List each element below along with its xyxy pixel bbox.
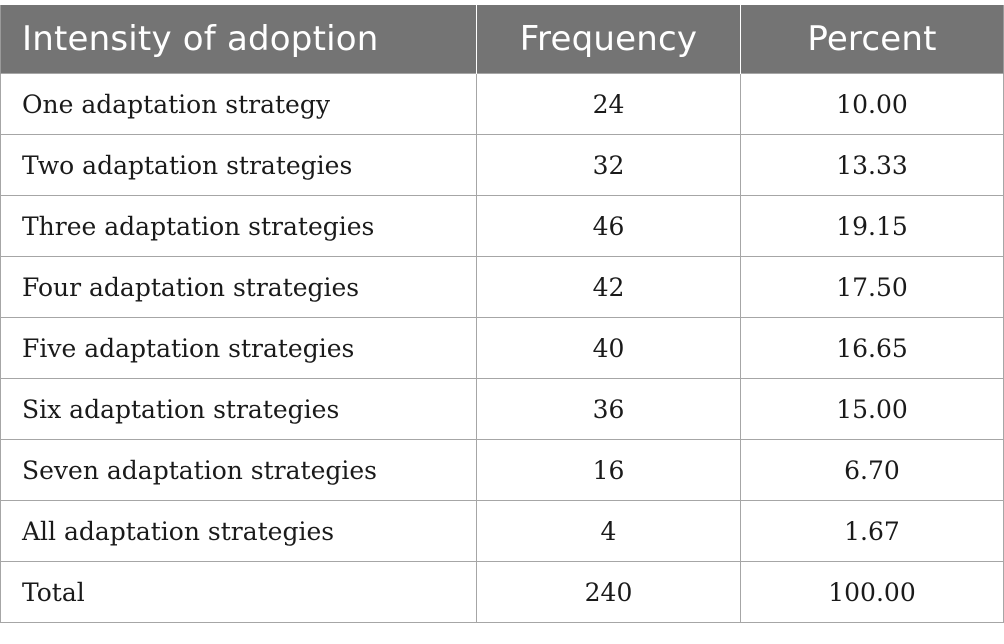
header-row: Intensity of adoption Frequency Percent xyxy=(0,5,1004,74)
table-row-total: Total 240 100.00 xyxy=(0,561,1004,623)
row-label: Four adaptation strategies xyxy=(0,256,477,318)
table-body: One adaptation strategy 24 10.00 Two ada… xyxy=(0,73,1004,623)
table-row: Two adaptation strategies 32 13.33 xyxy=(0,134,1004,196)
row-label: Three adaptation strategies xyxy=(0,195,477,257)
total-frequency: 240 xyxy=(476,561,741,623)
row-label: Seven adaptation strategies xyxy=(0,439,477,501)
row-percent: 17.50 xyxy=(740,256,1004,318)
total-percent: 100.00 xyxy=(740,561,1004,623)
row-label: All adaptation strategies xyxy=(0,500,477,562)
table-header: Intensity of adoption Frequency Percent xyxy=(0,5,1004,74)
row-frequency: 36 xyxy=(476,378,741,440)
row-frequency: 24 xyxy=(476,73,741,135)
header-intensity: Intensity of adoption xyxy=(0,5,477,74)
table-row: All adaptation strategies 4 1.67 xyxy=(0,500,1004,562)
table-row: Three adaptation strategies 46 19.15 xyxy=(0,195,1004,257)
row-frequency: 32 xyxy=(476,134,741,196)
row-percent: 6.70 xyxy=(740,439,1004,501)
table-row: Five adaptation strategies 40 16.65 xyxy=(0,317,1004,379)
table-row: Four adaptation strategies 42 17.50 xyxy=(0,256,1004,318)
row-percent: 1.67 xyxy=(740,500,1004,562)
row-percent: 16.65 xyxy=(740,317,1004,379)
header-frequency: Frequency xyxy=(476,5,741,74)
row-frequency: 16 xyxy=(476,439,741,501)
adoption-intensity-table-container: Intensity of adoption Frequency Percent … xyxy=(0,5,1004,623)
row-frequency: 42 xyxy=(476,256,741,318)
row-percent: 19.15 xyxy=(740,195,1004,257)
row-frequency: 4 xyxy=(476,500,741,562)
table-row: Six adaptation strategies 36 15.00 xyxy=(0,378,1004,440)
row-frequency: 40 xyxy=(476,317,741,379)
table-row: Seven adaptation strategies 16 6.70 xyxy=(0,439,1004,501)
row-label: One adaptation strategy xyxy=(0,73,477,135)
row-percent: 13.33 xyxy=(740,134,1004,196)
total-label: Total xyxy=(0,561,477,623)
row-frequency: 46 xyxy=(476,195,741,257)
adoption-intensity-table: Intensity of adoption Frequency Percent … xyxy=(0,5,1004,623)
row-percent: 15.00 xyxy=(740,378,1004,440)
row-label: Six adaptation strategies xyxy=(0,378,477,440)
row-label: Five adaptation strategies xyxy=(0,317,477,379)
row-percent: 10.00 xyxy=(740,73,1004,135)
header-percent: Percent xyxy=(740,5,1004,74)
table-row: One adaptation strategy 24 10.00 xyxy=(0,73,1004,135)
row-label: Two adaptation strategies xyxy=(0,134,477,196)
